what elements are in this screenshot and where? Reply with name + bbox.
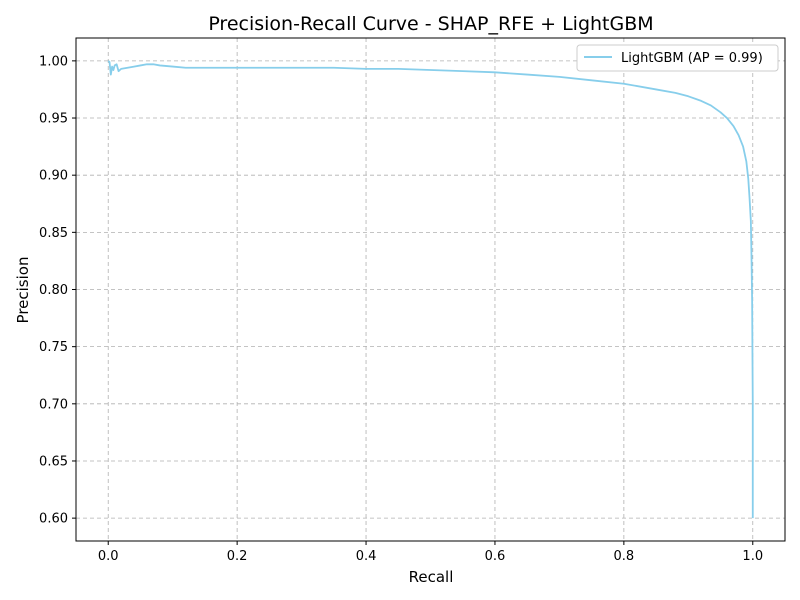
- series-layer: [107, 60, 754, 519]
- x-tick-label: 0.6: [485, 549, 506, 564]
- y-tick-label: 0.85: [39, 226, 68, 241]
- series-line-lightgbm: [107, 60, 754, 519]
- y-tick-label: 0.60: [39, 512, 68, 527]
- x-tick-label: 0.2: [227, 549, 248, 564]
- y-tick-label: 0.65: [39, 454, 68, 469]
- x-tick-label: 1.0: [742, 549, 763, 564]
- x-tick-label: 0.8: [614, 549, 635, 564]
- x-axis: 0.0 0.2 0.4 0.6 0.8 1.0: [98, 541, 763, 564]
- chart-title: Precision-Recall Curve - SHAP_RFE + Ligh…: [208, 13, 653, 35]
- y-tick-label: 0.95: [39, 112, 68, 127]
- y-tick-label: 0.80: [39, 283, 68, 298]
- legend-box: [576, 44, 779, 72]
- y-tick-label: 1.00: [39, 54, 68, 69]
- x-tick-label: 0.0: [98, 549, 119, 564]
- legend-entry-lightgbm: LightGBM (AP = 0.99): [621, 51, 763, 66]
- x-axis-label: Recall: [409, 568, 454, 586]
- y-axis-label: Precision: [14, 257, 32, 324]
- legend: LightGBM (AP = 0.99): [576, 44, 779, 72]
- y-tick-label: 0.75: [39, 340, 68, 355]
- x-tick-label: 0.4: [356, 549, 377, 564]
- y-tick-label: 0.70: [39, 397, 68, 412]
- y-axis: 0.60 0.65 0.70 0.75 0.80 0.85 0.90 0.95 1.00: [39, 54, 76, 527]
- y-tick-label: 0.90: [39, 169, 68, 184]
